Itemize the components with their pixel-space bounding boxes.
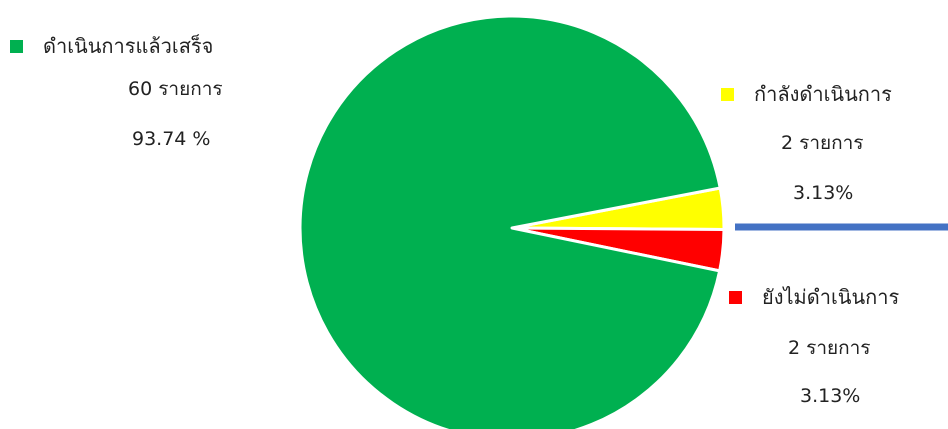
legend-in-progress: กำลังดำเนินการ 2 รายการ 3.13% [721,84,948,214]
pie-slice-completed [298,14,722,429]
legend-count-not-started: 2 รายการ [788,337,871,359]
legend-swatch-in-progress [721,87,734,101]
legend-label-not-started: ยังไม่ดำเนินการ [762,285,900,309]
legend-not-started: ยังไม่ดำเนินการ 2 รายการ 3.13% [729,287,948,417]
legend-swatch-not-started [729,290,742,304]
legend-label-in-progress: กำลังดำเนินการ [754,82,892,106]
legend-swatch-completed [10,39,23,53]
legend-count-in-progress: 2 รายการ [781,132,864,154]
legend-label-completed: ดำเนินการแล้วเสร็จ [43,34,214,58]
legend-percent-not-started: 3.13% [800,385,861,407]
legend-percent-in-progress: 3.13% [793,182,854,204]
legend-completed: ดำเนินการแล้วเสร็จ 60 รายการ 93.74 % [10,36,310,166]
legend-percent-completed: 93.74 % [132,128,211,150]
legend-count-completed: 60 รายการ [128,78,223,100]
